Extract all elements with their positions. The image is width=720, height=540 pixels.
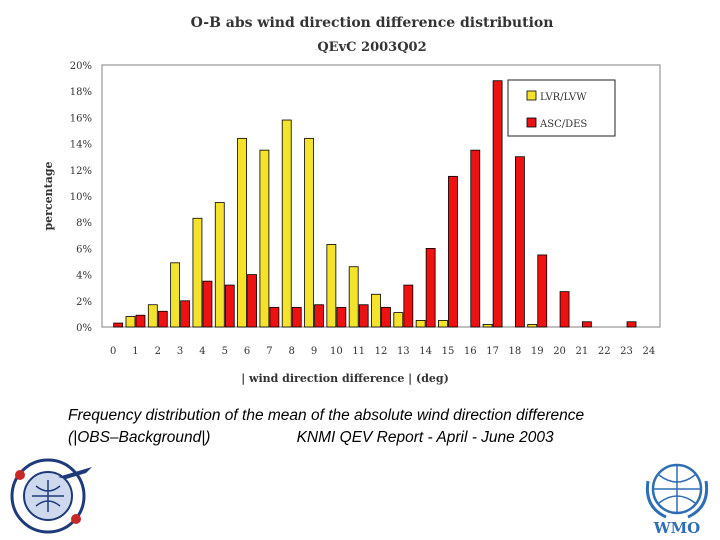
x-tick-label: 6 xyxy=(244,346,250,357)
x-tick-label: 14 xyxy=(419,346,432,357)
x-tick-label: 1 xyxy=(132,346,138,357)
legend: LVR/LVW ASC/DES xyxy=(507,79,616,137)
x-tick-label: 3 xyxy=(177,346,183,357)
wmo-amdar-panel-logo xyxy=(10,458,92,534)
x-tick-label: 23 xyxy=(620,346,633,357)
y-tick-label: 2% xyxy=(76,297,92,308)
y-tick-labels: 0% 2% 4% 6% 8% 10% 12% 14% 16% 18% 20% xyxy=(70,61,92,334)
bar-lvr-lvw xyxy=(214,202,225,328)
bar-asc-des xyxy=(202,280,213,328)
bar-asc-des xyxy=(492,80,503,328)
x-tick-label: 22 xyxy=(598,346,611,357)
bar-asc-des xyxy=(559,291,570,328)
x-tick-label: 21 xyxy=(576,346,589,357)
y-axis-label: percentage xyxy=(42,161,55,230)
x-tick-label: 17 xyxy=(486,346,499,357)
bar-asc-des xyxy=(515,156,525,328)
y-tick-label: 10% xyxy=(70,192,92,203)
bar-asc-des xyxy=(581,321,592,328)
y-tick-label: 6% xyxy=(76,244,92,255)
chart-subtitle: QEvC 2003Q02 xyxy=(317,40,426,55)
bar-asc-des xyxy=(314,304,324,328)
bar-lvr-lvw xyxy=(326,244,337,328)
bar-asc-des xyxy=(157,310,168,328)
y-tick-label: 14% xyxy=(70,140,92,151)
bar-asc-des xyxy=(470,149,481,328)
figure-caption: Frequency distribution of the mean of th… xyxy=(68,405,708,449)
bar-asc-des xyxy=(135,314,146,328)
x-tick-label: 7 xyxy=(266,346,272,357)
x-tick-label: 15 xyxy=(442,346,455,357)
bar-lvr-lvw xyxy=(147,304,158,328)
bar-lvr-lvw xyxy=(371,293,381,328)
bar-asc-des xyxy=(247,274,257,328)
bar-asc-des xyxy=(381,306,391,328)
x-tick-label: 0 xyxy=(110,346,116,357)
x-tick-label: 20 xyxy=(553,346,566,357)
bar-lvr-lvw xyxy=(527,323,538,328)
x-axis-label: | wind direction difference | (deg) xyxy=(241,372,449,385)
bar-lvr-lvw xyxy=(259,149,270,328)
y-tick-label: 20% xyxy=(70,61,92,72)
bar-asc-des xyxy=(425,247,436,328)
x-tick-label: 19 xyxy=(531,346,544,357)
x-tick-label: 8 xyxy=(289,346,295,357)
bar-asc-des xyxy=(291,306,302,328)
bar-asc-des xyxy=(358,304,369,328)
bar-asc-des xyxy=(224,284,235,328)
y-tick-label: 18% xyxy=(70,87,92,98)
x-tick-label: 5 xyxy=(222,346,228,357)
bar-lvr-lvw xyxy=(348,266,359,328)
y-tick-label: 0% xyxy=(76,323,92,334)
y-tick-label: 12% xyxy=(70,166,92,177)
x-tick-label: 13 xyxy=(397,346,410,357)
x-tick-label: 9 xyxy=(311,346,317,357)
bar-lvr-lvw xyxy=(170,262,181,328)
bar-lvr-lvw xyxy=(482,323,493,328)
x-tick-label: 4 xyxy=(199,346,205,357)
x-tick-label: 18 xyxy=(509,346,522,357)
legend-swatch-lvr xyxy=(526,90,537,101)
x-tick-label: 24 xyxy=(642,346,655,357)
legend-label-asc: ASC/DES xyxy=(539,119,587,130)
legend-label-lvr: LVR/LVW xyxy=(540,92,587,103)
bar-asc-des xyxy=(113,322,124,328)
bar-asc-des xyxy=(403,284,414,328)
bar-lvr-lvw xyxy=(304,137,314,328)
x-tick-label: 12 xyxy=(375,346,388,357)
x-tick-label: 11 xyxy=(352,346,365,357)
legend-box xyxy=(507,79,616,137)
bar-lvr-lvw xyxy=(415,320,426,328)
y-tick-label: 8% xyxy=(76,218,92,229)
bar-asc-des xyxy=(626,321,637,328)
caption-line-1: Frequency distribution of the mean of th… xyxy=(68,407,585,424)
chart-title: O-B abs wind direction difference distri… xyxy=(191,15,554,31)
bar-asc-des xyxy=(180,300,191,328)
bars xyxy=(113,80,637,328)
bar-lvr-lvw xyxy=(237,137,247,328)
bar-asc-des xyxy=(448,175,458,328)
bar-lvr-lvw xyxy=(192,217,203,328)
caption-line-2: (|OBS–Background|) KNMI QEV Report - Apr… xyxy=(68,429,554,446)
bar-asc-des xyxy=(537,254,548,328)
bar-lvr-lvw xyxy=(438,320,448,328)
bar-lvr-lvw xyxy=(393,312,404,328)
x-tick-label: 10 xyxy=(330,346,343,357)
y-tick-label: 4% xyxy=(76,271,92,282)
x-tick-labels: 0 1 2 3 4 5 6 7 8 9 10 11 12 13 14 15 16 17 18 19 20 21 22 23 24 xyxy=(110,346,655,357)
wmo-logo: WMO xyxy=(645,463,709,537)
bar-asc-des xyxy=(269,306,280,328)
wmo-logo-text: WMO xyxy=(653,519,701,537)
legend-swatch-asc xyxy=(526,117,537,128)
bar-asc-des xyxy=(336,306,347,328)
x-tick-label: 16 xyxy=(464,346,477,357)
y-tick-label: 16% xyxy=(70,113,92,124)
bar-lvr-lvw xyxy=(281,119,292,328)
bar-lvr-lvw xyxy=(125,316,136,328)
chart: O-B abs wind direction difference distri… xyxy=(42,15,661,385)
x-tick-label: 2 xyxy=(155,346,161,357)
